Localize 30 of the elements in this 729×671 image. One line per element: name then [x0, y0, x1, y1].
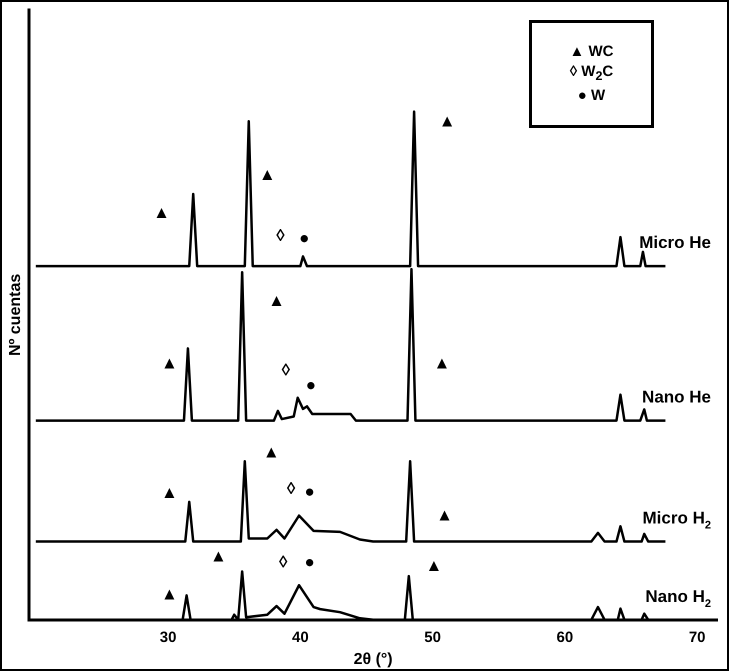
annotation: ▲ [160, 584, 178, 604]
annotation: ● [306, 376, 316, 395]
series-label: Nano He [642, 388, 712, 407]
symbol-key: ▲ WC ◊ W$_{2}$C ● W [529, 20, 654, 128]
annotation: ● [304, 552, 315, 572]
x-axis-title: 2θ (°) [354, 650, 393, 668]
annotation: ◊ [278, 552, 288, 572]
y-axis-title: Nº cuentas [7, 274, 24, 356]
x-tick-label: 30 [160, 628, 176, 646]
annotation: ◊ [286, 478, 296, 498]
x-tick-label: 40 [292, 628, 309, 646]
series-label: Micro He [639, 233, 712, 252]
annotation: ◊ [276, 226, 286, 245]
x-tick-label: 60 [556, 628, 574, 646]
annotation: ▲ [268, 290, 285, 310]
annotation: ▲ [426, 556, 442, 576]
annotation: ▲ [160, 482, 178, 502]
annotation: ◊ [282, 360, 291, 380]
annotation: ▲ [160, 353, 178, 372]
annotation: ▲ [438, 111, 456, 130]
annotation: ● [304, 482, 315, 501]
annotation: ▲ [262, 442, 280, 462]
annotation: ▲ [210, 546, 227, 566]
x-tick-label: 50 [424, 628, 441, 646]
annotation: ▲ [258, 164, 276, 184]
annotation: ▲ [436, 505, 453, 524]
x-tick-label: 70 [688, 628, 706, 646]
annotation: ● [299, 228, 310, 248]
annotation: ▲ [153, 202, 170, 222]
annotation: ▲ [433, 353, 450, 372]
